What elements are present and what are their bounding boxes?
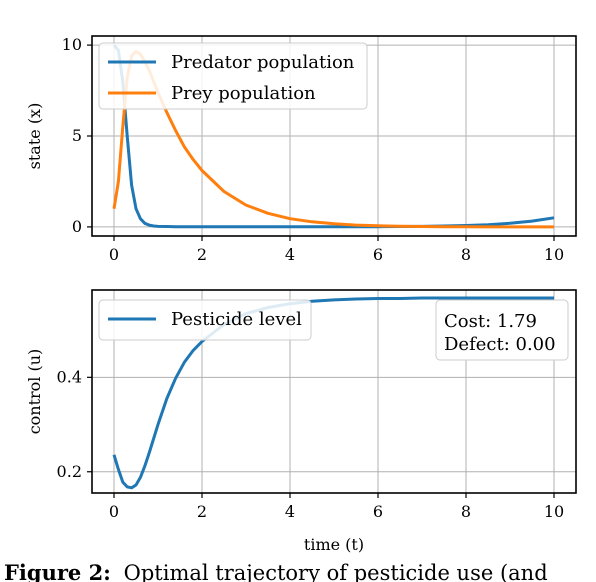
state-legend: Predator population Prey population	[98, 42, 368, 110]
control-plot-frame	[91, 289, 577, 494]
x-tick-label: 2	[197, 502, 207, 521]
x-tick-label: 0	[109, 245, 119, 264]
control-grid	[92, 290, 576, 493]
x-tick-label: 8	[461, 502, 471, 521]
control-ticks: 0 2 4 6 8 10 0.2 0.4	[57, 367, 565, 521]
legend-label-pesticide: Pesticide level	[171, 309, 302, 330]
x-tick-label: 6	[373, 502, 383, 521]
x-tick-label: 10	[544, 245, 564, 264]
control-legend: Pesticide level	[98, 299, 312, 341]
control-panel: 0 2 4 6 8 10 0.2 0.4 control (u) time (t) Pesti…	[25, 289, 577, 554]
cost-text: Cost: 1.79	[444, 311, 537, 332]
caption-text: Optimal trajectory of pesticide use (and	[124, 561, 548, 582]
figure-caption: Figure 2: Optimal trajectory of pesticid…	[4, 560, 548, 582]
y-tick-label: 0	[72, 217, 82, 236]
cost-annotation-box	[435, 299, 569, 361]
cost-annotation: Cost: 1.79 Defect: 0.00	[435, 299, 569, 361]
legend-label-predator: Predator population	[171, 52, 355, 73]
x-tick-label: 8	[461, 245, 471, 264]
y-tick-label: 0.2	[57, 462, 82, 481]
x-tick-label: 0	[109, 502, 119, 521]
control-x-axis-label: time (t)	[304, 535, 364, 554]
caption-label: Figure 2:	[4, 560, 111, 582]
x-tick-label: 10	[544, 502, 564, 521]
state-y-axis-label: state (x)	[25, 103, 44, 170]
legend-label-prey: Prey population	[171, 83, 316, 104]
control-legend-box	[98, 299, 312, 341]
state-legend-box	[98, 42, 368, 110]
control-y-axis-label: control (u)	[25, 349, 44, 435]
state-ticks: 0 2 4 6 8 10 0 5 10	[62, 35, 565, 264]
defect-text: Defect: 0.00	[444, 334, 556, 355]
x-tick-label: 2	[197, 245, 207, 264]
state-panel: 0 2 4 6 8 10 0 5 10 state (x) Predator populatio…	[25, 35, 577, 264]
y-tick-label: 0.4	[57, 367, 82, 386]
y-tick-label: 10	[62, 35, 82, 54]
y-tick-label: 5	[72, 126, 82, 145]
x-tick-label: 4	[285, 502, 295, 521]
x-tick-label: 6	[373, 245, 383, 264]
x-tick-label: 4	[285, 245, 295, 264]
